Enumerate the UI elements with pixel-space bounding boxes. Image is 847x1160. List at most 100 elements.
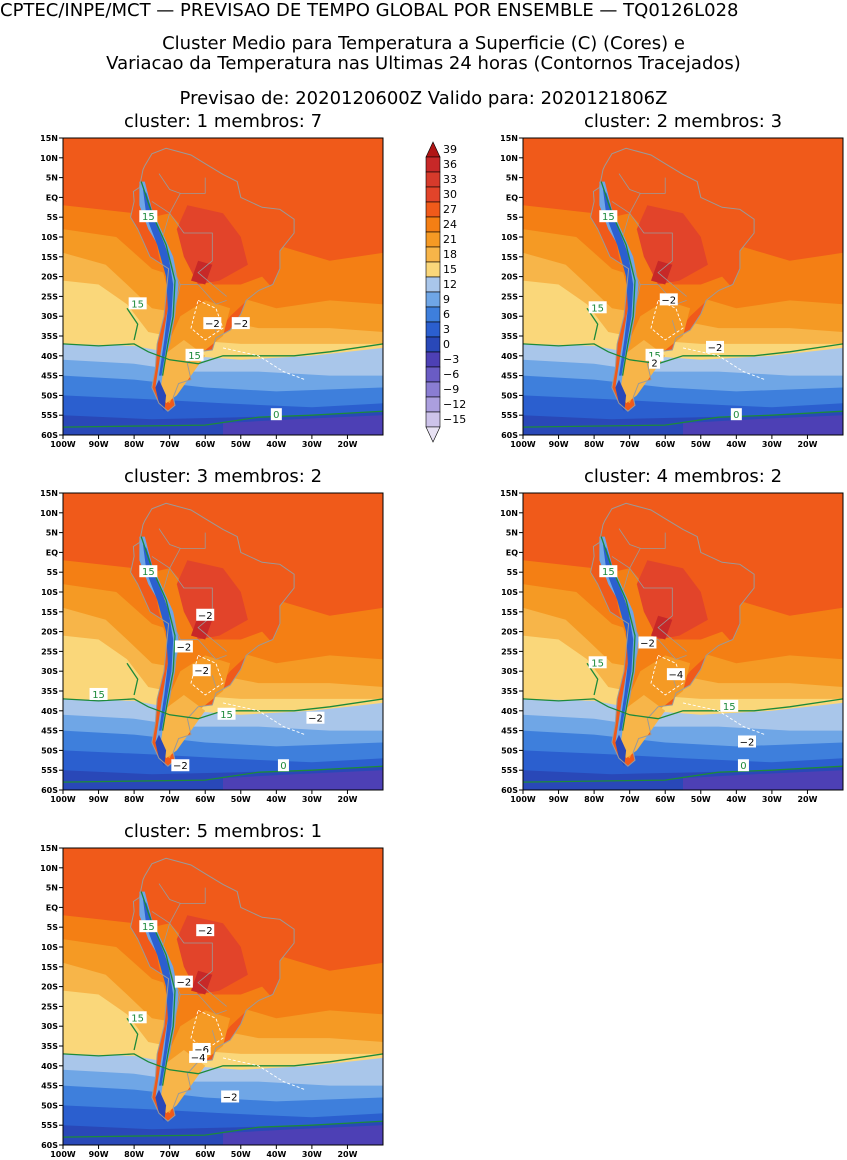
lat-tick-label: 30S <box>501 312 518 321</box>
lat-tick-label: EQ <box>46 548 58 557</box>
lat-tick-label: 55S <box>41 1121 58 1130</box>
map-panel-4: 15N 10N 5N EQ 5S 10S 15S 20S 25S 30S 35S 40S 45S 50S 5… <box>480 485 847 805</box>
lat-tick-label: 45S <box>501 372 518 381</box>
contour-label-box <box>139 210 158 223</box>
colorbar-level-label: 6 <box>443 308 450 321</box>
contour-label: −2 <box>198 611 213 622</box>
lon-tick-label: 60W <box>195 795 215 804</box>
lat-tick-label: 20S <box>41 628 58 637</box>
contour-label: 15 <box>92 690 105 701</box>
contour-label-box <box>189 1050 208 1063</box>
lat-tick-label: 15S <box>501 608 518 617</box>
colorbar-segment <box>425 426 441 443</box>
colorbar-segment <box>425 141 441 158</box>
lat-tick-label: 40S <box>41 707 58 716</box>
lat-tick-label: 15N <box>40 844 58 853</box>
header-line4: Previsao de: 2020120600Z Valido para: 20… <box>179 88 668 109</box>
lon-tick-label: 70W <box>620 795 640 804</box>
colorbar-level-label: −12 <box>443 398 466 411</box>
contour-label: −2 <box>661 295 676 306</box>
contour-label: 15 <box>591 303 604 314</box>
lat-tick-label: 20S <box>41 983 58 992</box>
lon-tick-label: 90W <box>89 1150 109 1159</box>
contour-label-box <box>139 565 158 578</box>
lat-tick-label: 40S <box>501 352 518 361</box>
lat-tick-label: 55S <box>501 411 518 420</box>
colorbar: 39 36 33 30 27 24 21 18 15 12 9 6 3 0 −3 −6 −9 −12 −15 <box>420 130 470 445</box>
lat-tick-label: 55S <box>41 766 58 775</box>
colorbar-segment <box>425 366 441 383</box>
lon-tick-label: 80W <box>584 795 604 804</box>
contour-label-box <box>599 565 618 578</box>
lon-tick-label: 30W <box>302 795 322 804</box>
lat-tick-label: 10N <box>40 154 58 163</box>
contour-label: 15 <box>188 351 201 362</box>
lat-tick-label: 20S <box>501 273 518 282</box>
lat-tick-label: 30S <box>41 667 58 676</box>
contour-label: −2 <box>640 638 655 649</box>
colorbar-segment <box>425 186 441 203</box>
panel-title-1: cluster: 1 membros: 7 <box>123 111 323 132</box>
lat-tick-label: 10S <box>41 943 58 952</box>
contour-label-box <box>666 668 685 681</box>
lat-tick-label: 5S <box>47 923 59 932</box>
lon-tick-label: 50W <box>231 795 251 804</box>
lat-tick-label: EQ <box>506 193 518 202</box>
lon-tick-label: 40W <box>266 1150 286 1159</box>
contour-label-box <box>588 656 607 669</box>
lon-tick-label: 20W <box>797 440 817 449</box>
lat-tick-label: 5N <box>46 529 58 538</box>
contour-label: 15 <box>142 567 155 578</box>
contour-label: 0 <box>280 761 286 772</box>
lat-tick-label: 5S <box>47 568 59 577</box>
colorbar-segment <box>425 201 441 218</box>
colorbar-segment <box>425 411 441 428</box>
contour-label-box <box>221 1090 240 1103</box>
lat-tick-label: 35S <box>41 687 58 696</box>
lon-tick-label: 80W <box>584 440 604 449</box>
lat-tick-label: 60S <box>501 786 518 795</box>
colorbar-level-label: 3 <box>443 323 450 336</box>
lat-tick-label: 10N <box>500 154 518 163</box>
colorbar-level-label: 39 <box>443 143 457 156</box>
contour-label-box <box>706 340 724 353</box>
lon-tick-label: 20W <box>337 440 357 449</box>
lat-tick-label: EQ <box>46 903 58 912</box>
colorbar-segment <box>425 381 441 398</box>
contour-label: 15 <box>723 702 736 713</box>
lat-tick-label: 15N <box>40 489 58 498</box>
lon-tick-label: 60W <box>195 1150 215 1159</box>
colorbar-level-label: 9 <box>443 293 450 306</box>
lat-tick-label: 40S <box>41 352 58 361</box>
contour-label: −6 <box>194 1045 209 1056</box>
contour-label-box <box>174 975 193 988</box>
lat-tick-label: 10S <box>501 588 518 597</box>
contour-label: −2 <box>308 714 323 725</box>
lat-tick-label: 15N <box>500 489 518 498</box>
colorbar-segment <box>425 306 441 323</box>
lat-tick-label: 5S <box>47 213 59 222</box>
colorbar-segment <box>425 231 441 248</box>
colorbar-level-label: 27 <box>443 203 457 216</box>
lat-tick-label: 15S <box>41 608 58 617</box>
map-panel-2: 15N 10N 5N EQ 5S 10S 15S 20S 25S 30S 35S 40S 45S 50S 5… <box>480 130 847 450</box>
lon-tick-label: 60W <box>655 440 675 449</box>
contour-label: −2 <box>223 1092 238 1103</box>
lon-tick-label: 80W <box>124 795 144 804</box>
map-panel-1: 15N 10N 5N EQ 5S 10S 15S 20S 25S 30S 35S 40S 45S 50S 5… <box>20 130 400 450</box>
colorbar-segment <box>425 321 441 338</box>
contour-label-box <box>128 1011 147 1024</box>
contour-label: −2 <box>740 737 755 748</box>
lat-tick-label: 55S <box>41 411 58 420</box>
lat-tick-label: 15S <box>41 253 58 262</box>
lon-tick-label: 30W <box>762 440 782 449</box>
lat-tick-label: 30S <box>41 312 58 321</box>
lat-tick-label: 5N <box>506 529 518 538</box>
lat-tick-label: 25S <box>501 292 518 301</box>
lon-tick-label: 20W <box>337 1150 357 1159</box>
lat-tick-label: 45S <box>501 727 518 736</box>
colorbar-segment <box>425 246 441 263</box>
header-line3: Variacao da Temperatura nas Ultimas 24 h… <box>106 53 741 74</box>
contour-label-box <box>649 356 661 369</box>
lat-tick-label: 10N <box>40 864 58 873</box>
